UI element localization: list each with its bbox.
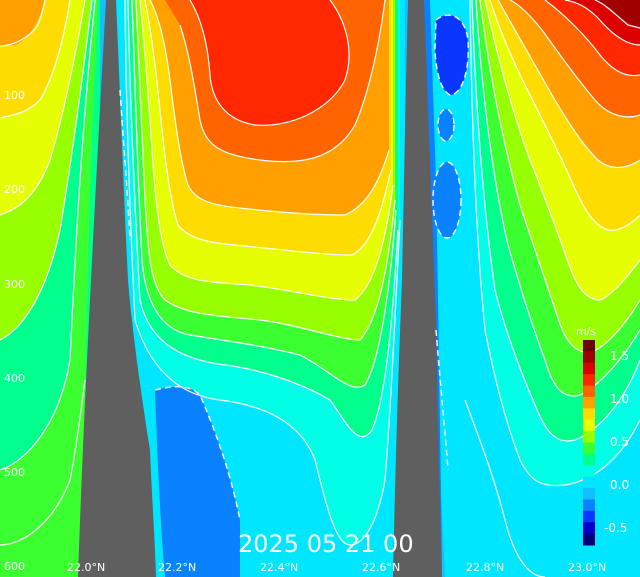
colorbar-swatch [583,465,595,478]
colorbar-swatch [583,431,595,443]
latitude-tick: 22.2°N [158,561,196,574]
negative-contours [119,14,470,521]
depth-tick: 100 [4,89,25,102]
colorbar-swatch [583,340,595,352]
colorbar-swatch [583,476,595,489]
depth-tick: 200 [4,183,25,196]
colorbar-swatch [583,362,595,375]
latitude-tick: 23.0°N [568,561,606,574]
depth-tick: 500 [4,466,25,479]
latitude-axis: 22.0°N 22.2°N 22.4°N 22.6°N 22.8°N 23.0°… [67,561,606,574]
latitude-tick: 22.4°N [260,561,298,574]
depth-axis: 100 200 300 400 500 600 [4,89,25,573]
right-velocity-band [418,0,640,577]
depth-tick: 600 [4,560,25,573]
seafloor-terrain [78,0,442,577]
depth-tick: 300 [4,278,25,291]
colorbar-tick: 1.0 [610,392,629,406]
colorbar-unit: m/s [576,325,596,338]
colorbar-swatch [583,351,595,364]
colorbar-swatch [583,419,595,432]
colorbar-tick: 0.0 [610,478,629,492]
negative-velocity-pocket [155,386,240,577]
colorbar-tick: 1.5 [610,349,629,363]
middle-velocity-band [115,0,405,577]
colorbar-swatch [583,453,595,466]
latitude-tick: 22.6°N [362,561,400,574]
colorbar-swatch [583,385,595,398]
colorbar-tick: -0.5 [604,521,627,535]
colorbar-swatch [583,374,595,387]
colorbar-swatch [583,396,595,409]
depth-tick: 400 [4,372,25,385]
colorbar: m/s 1.5 1.0 0.5 0.0 -0.5 [576,325,629,546]
colorbar-swatch [583,499,595,512]
colorbar-swatch [583,522,595,535]
colorbar-swatch [583,510,595,523]
colorbar-swatch [583,408,595,421]
colorbar-swatch [583,442,595,455]
colorbar-swatch [583,488,595,500]
colorbar-swatch [583,533,595,546]
latitude-tick: 22.0°N [67,561,105,574]
timestamp-label: 2025 05 21 00 [238,530,414,558]
latitude-tick: 22.8°N [466,561,504,574]
colorbar-swatches [583,340,595,546]
colorbar-tick: 0.5 [610,435,629,449]
